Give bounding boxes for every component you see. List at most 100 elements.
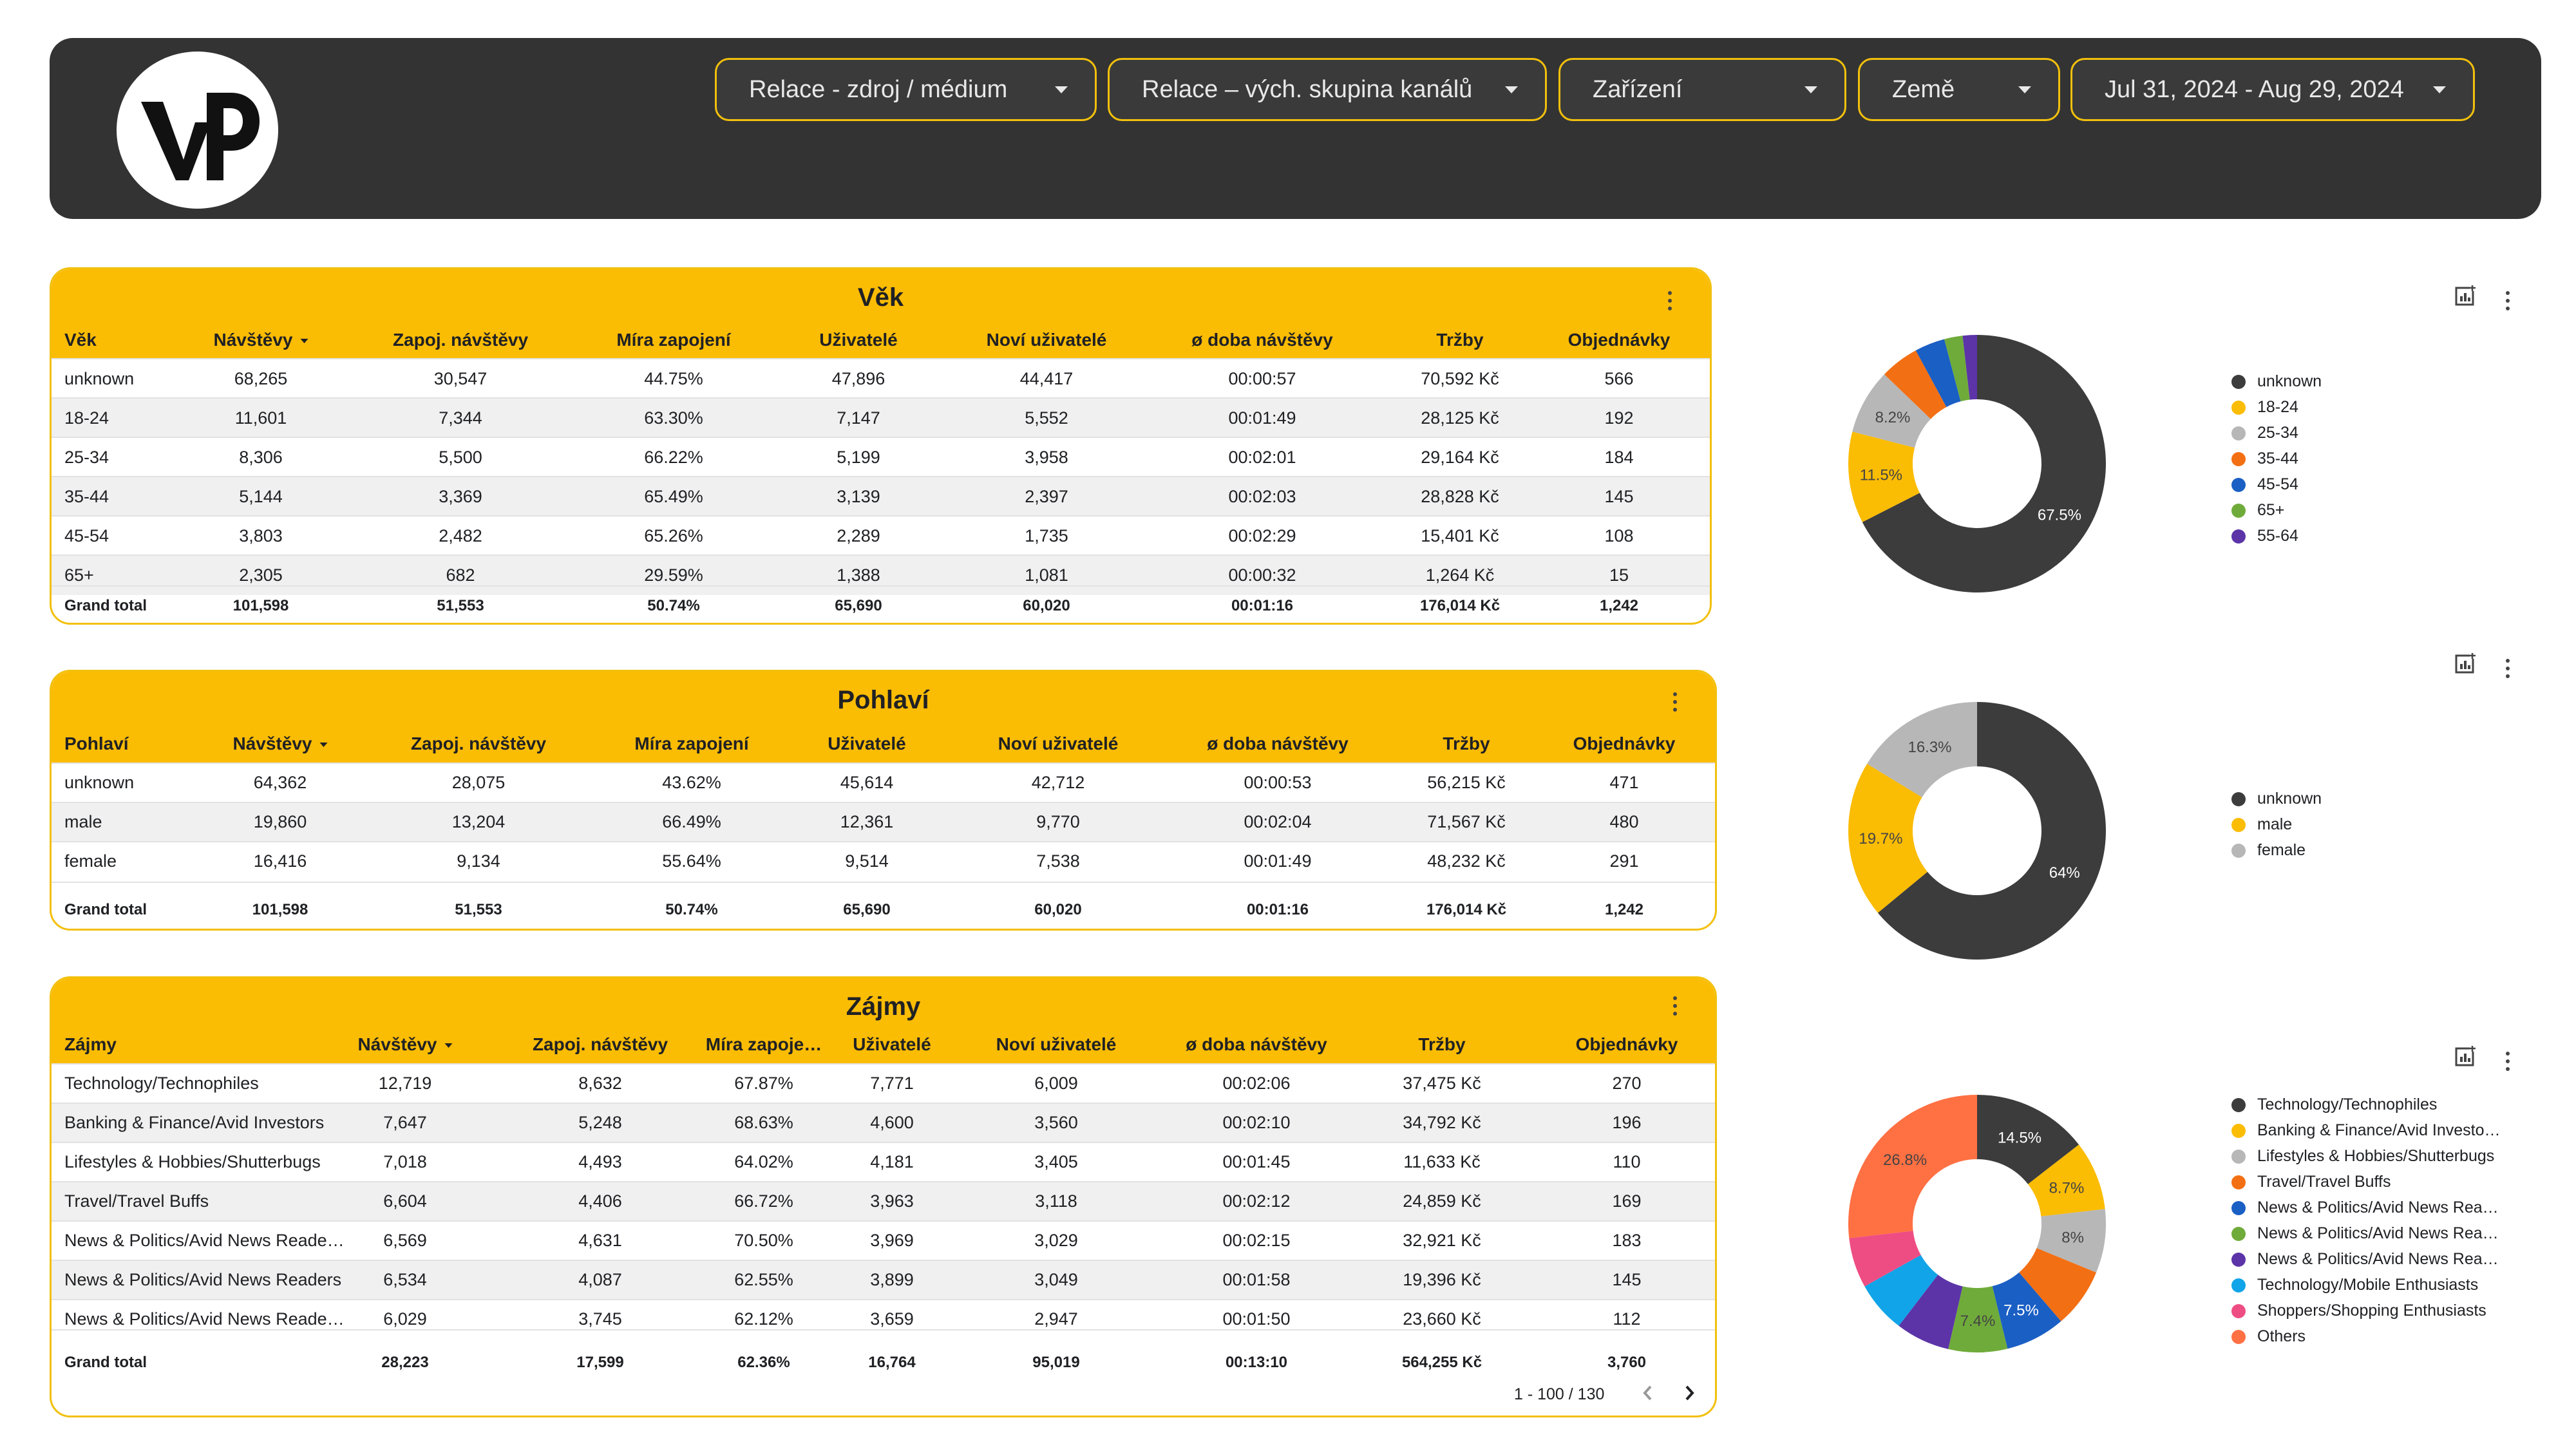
- column-header[interactable]: Noví uživatelé: [998, 734, 1119, 753]
- grand-total-cell: 60,020: [1034, 901, 1082, 918]
- column-header[interactable]: Míra zapoje…: [705, 1034, 822, 1054]
- explore-chart-icon[interactable]: [2454, 285, 2476, 307]
- table-row[interactable]: [52, 1299, 1715, 1340]
- column-header[interactable]: Zapoj. návštěvy: [532, 1034, 668, 1054]
- column-header[interactable]: Objednávky: [1573, 734, 1676, 753]
- explore-chart-icon[interactable]: [2454, 1045, 2476, 1067]
- table-row[interactable]: [52, 1103, 1715, 1143]
- donut-slice[interactable]: [1862, 335, 2106, 592]
- grand-total-cell: 3,760: [1607, 1354, 1647, 1371]
- column-header[interactable]: Noví uživatelé: [986, 330, 1107, 350]
- chart-menu-kebab-icon[interactable]: [2501, 289, 2514, 327]
- donut-slice[interactable]: [1867, 702, 1977, 798]
- table-row[interactable]: [52, 554, 1710, 595]
- column-header[interactable]: Noví uživatelé: [996, 1034, 1117, 1054]
- table-cell: 9,770: [1036, 812, 1080, 831]
- filter-country[interactable]: Země: [1858, 58, 2060, 121]
- donut-slice[interactable]: [1848, 431, 1920, 522]
- table-row[interactable]: [52, 437, 1710, 477]
- chart-menu-kebab-icon[interactable]: [2501, 656, 2514, 695]
- column-header[interactable]: Zapoj. návštěvy: [410, 734, 547, 753]
- filter-channel-group[interactable]: Relace – vých. skupina kanálů: [1108, 58, 1547, 121]
- table-menu-kebab-icon[interactable]: [1669, 690, 1681, 728]
- chart-menu-kebab-icon[interactable]: [2501, 1049, 2514, 1088]
- table-cell: 44.75%: [644, 369, 703, 388]
- column-header[interactable]: ø doba návštěvy: [1191, 330, 1333, 350]
- donut-slice[interactable]: [1884, 350, 1947, 419]
- donut-slice[interactable]: [2019, 1247, 2097, 1321]
- table-row[interactable]: [52, 1260, 1715, 1300]
- table-cell: 3,139: [837, 487, 880, 506]
- table-row[interactable]: [52, 841, 1715, 882]
- donut-slice[interactable]: [1948, 1286, 2008, 1352]
- table-cell: 15: [1609, 565, 1629, 585]
- donut-slice[interactable]: [1848, 1095, 1977, 1238]
- explore-chart-icon[interactable]: [2454, 652, 2476, 674]
- grand-total-cell: Grand total: [64, 901, 147, 918]
- donut-slice[interactable]: [1852, 374, 1931, 448]
- column-header[interactable]: Uživatelé: [828, 734, 906, 753]
- column-header[interactable]: Uživatelé: [853, 1034, 931, 1054]
- table-cell: 16,416: [253, 851, 307, 871]
- table-cell: 5,144: [239, 487, 283, 506]
- column-header[interactable]: Míra zapojení: [616, 330, 731, 350]
- table-cell: 64,362: [253, 773, 307, 792]
- donut-slice[interactable]: [1849, 1231, 1921, 1287]
- table-menu-kebab-icon[interactable]: [1663, 289, 1676, 327]
- filter-device[interactable]: Zařízení: [1558, 58, 1846, 121]
- table-row[interactable]: [52, 476, 1710, 516]
- table-cell: Banking & Finance/Avid Investors: [64, 1113, 325, 1132]
- table-row[interactable]: [52, 1220, 1715, 1261]
- column-header[interactable]: Míra zapojení: [634, 734, 749, 753]
- column-header[interactable]: ø doba návštěvy: [1186, 1034, 1327, 1054]
- table-row[interactable]: [52, 762, 1715, 803]
- table-row[interactable]: [52, 1063, 1715, 1104]
- donut-slice[interactable]: [1962, 335, 1977, 400]
- column-header[interactable]: Pohlaví: [64, 734, 129, 753]
- column-header[interactable]: Uživatelé: [819, 330, 898, 350]
- table-cell: 4,600: [870, 1113, 914, 1132]
- column-header[interactable]: Návštěvy: [214, 330, 308, 350]
- grand-total-cell: 1,242: [1599, 597, 1639, 614]
- table-cell: 108: [1604, 526, 1634, 545]
- column-header[interactable]: ø doba návštěvy: [1207, 734, 1349, 753]
- donut-slice[interactable]: [1848, 764, 1927, 913]
- table-cell: 1,081: [1025, 565, 1068, 585]
- column-header[interactable]: Návštěvy: [358, 1034, 453, 1055]
- table-row[interactable]: [52, 1142, 1715, 1182]
- next-page-icon[interactable]: [1680, 1381, 1699, 1405]
- donut-slice[interactable]: [1877, 702, 2106, 960]
- donut-slice[interactable]: [1977, 1095, 2079, 1184]
- filter-session-source-medium[interactable]: Relace - zdroj / médium: [715, 58, 1097, 121]
- donut-slice[interactable]: [2036, 1209, 2106, 1273]
- table-row[interactable]: [52, 1181, 1715, 1222]
- column-header[interactable]: Tržby: [1418, 1034, 1466, 1054]
- donut-slice[interactable]: [1915, 339, 1961, 408]
- donut-slice[interactable]: [2028, 1144, 2105, 1217]
- column-header[interactable]: Tržby: [1436, 330, 1484, 350]
- column-header[interactable]: Zapoj. návštěvy: [392, 330, 529, 350]
- table-row[interactable]: [52, 515, 1710, 556]
- date-range-picker[interactable]: Jul 31, 2024 - Aug 29, 2024: [2070, 58, 2475, 121]
- column-header[interactable]: Věk: [64, 330, 97, 350]
- column-header[interactable]: Objednávky: [1575, 1034, 1678, 1054]
- table-cell: 65.49%: [644, 487, 703, 506]
- column-header[interactable]: Objednávky: [1567, 330, 1671, 350]
- table-cell: 7,538: [1036, 851, 1080, 871]
- table-cell: 2,947: [1034, 1309, 1078, 1329]
- table-menu-kebab-icon[interactable]: [1669, 994, 1681, 1032]
- donut-slice[interactable]: [1864, 1255, 1938, 1326]
- legend-label: 55-64: [2257, 527, 2298, 545]
- table-cell: 62.12%: [734, 1309, 793, 1329]
- column-header[interactable]: Tržby: [1443, 734, 1490, 753]
- donut-slice[interactable]: [1992, 1272, 2061, 1349]
- donut-slice[interactable]: [1944, 336, 1970, 402]
- table-row[interactable]: [52, 802, 1715, 842]
- column-header[interactable]: Zájmy: [64, 1034, 117, 1054]
- prev-page-icon[interactable]: [1638, 1381, 1658, 1405]
- table-row[interactable]: [52, 358, 1710, 399]
- column-header[interactable]: Návštěvy: [233, 734, 328, 754]
- table-row[interactable]: [52, 397, 1710, 438]
- grand-total-cell: 51,553: [437, 597, 484, 614]
- donut-slice[interactable]: [1899, 1274, 1963, 1349]
